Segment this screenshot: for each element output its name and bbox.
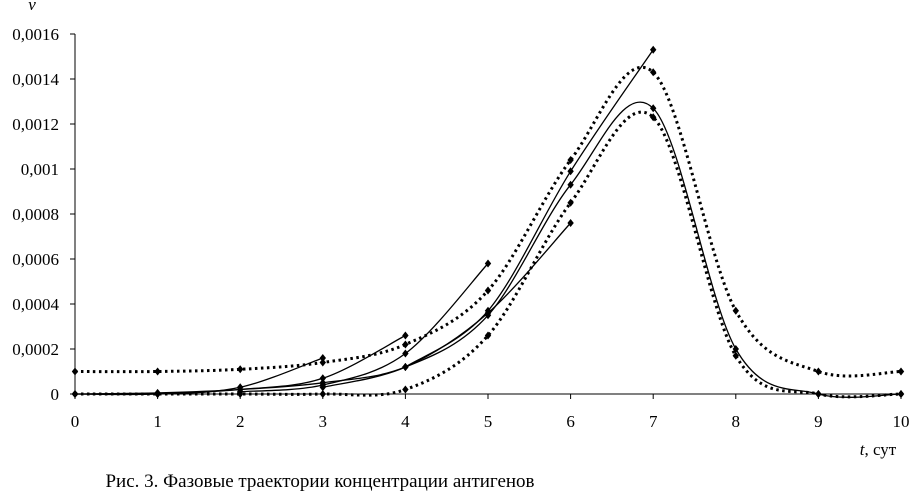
data-point-marker <box>732 351 739 360</box>
x-tick-label: 6 <box>566 412 575 431</box>
data-point-marker <box>897 367 905 376</box>
x-tick-label: 7 <box>649 412 658 431</box>
y-tick-label: 0,0014 <box>12 70 59 89</box>
x-tick-label: 4 <box>401 412 410 431</box>
x-tick-label: 5 <box>484 412 493 431</box>
x-axis-unit: , сут <box>864 440 896 459</box>
x-tick-label: 3 <box>319 412 328 431</box>
plot-area <box>71 45 905 399</box>
data-point-marker <box>154 390 161 398</box>
y-tick-label: 0,001 <box>21 160 59 179</box>
axes <box>70 33 902 399</box>
data-point-marker <box>567 219 574 227</box>
series-line <box>74 101 902 398</box>
data-point-marker <box>897 390 905 398</box>
series-6 <box>237 259 492 396</box>
x-tick-label: 1 <box>153 412 162 431</box>
y-tick-label: 0,0004 <box>12 295 59 314</box>
data-point-marker <box>484 331 492 340</box>
series-1 <box>71 65 905 378</box>
data-point-marker <box>567 156 574 164</box>
y-axis-label: v <box>28 0 36 14</box>
data-point-marker <box>71 390 79 398</box>
y-tick-label: 0,0008 <box>12 205 59 224</box>
data-point-marker <box>732 306 739 315</box>
series-2 <box>71 101 905 398</box>
data-point-marker <box>154 367 161 376</box>
series-line <box>405 49 654 368</box>
data-point-marker <box>71 367 79 376</box>
series-5 <box>154 331 409 398</box>
series-line <box>74 65 902 378</box>
x-tick-label: 10 <box>893 412 910 431</box>
data-point-marker <box>237 365 244 374</box>
x-tick-label: 0 <box>71 412 80 431</box>
y-tick-label: 0,0012 <box>12 115 59 134</box>
y-tick-label: 0,0002 <box>12 340 59 359</box>
series-line <box>240 263 489 393</box>
data-point-marker <box>650 68 657 77</box>
figure-caption: Рис. 3. Фазовые траектории концентрации … <box>105 471 535 492</box>
data-point-marker <box>319 383 326 392</box>
series-line <box>75 110 902 399</box>
data-point-marker <box>402 349 409 358</box>
series-line <box>157 334 406 395</box>
data-point-marker <box>319 374 326 383</box>
data-point-marker <box>484 259 492 268</box>
data-point-marker <box>567 180 574 189</box>
data-point-marker <box>815 367 822 376</box>
series-3 <box>71 110 905 399</box>
x-tick-label: 2 <box>236 412 245 431</box>
y-tick-label: 0,0006 <box>12 250 59 269</box>
x-axis-label: t, сут <box>860 440 897 459</box>
data-point-marker <box>650 113 657 122</box>
x-tick-label: 9 <box>814 412 823 431</box>
data-point-marker <box>402 385 409 394</box>
y-tick-label: 0 <box>51 385 60 404</box>
tick-labels: 0 0,0002 0,0004 0,0006 0,0008 0,001 0,0012 0,00… <box>12 25 909 431</box>
data-point-marker <box>484 286 492 295</box>
series-8 <box>402 45 657 371</box>
series-line <box>74 357 324 396</box>
data-point-marker <box>650 45 657 54</box>
data-point-marker <box>732 345 739 353</box>
data-point-marker <box>319 390 326 398</box>
y-tick-label: 0,0016 <box>12 25 59 44</box>
series-7 <box>319 219 574 392</box>
series-line <box>322 222 572 388</box>
data-point-marker <box>484 306 492 315</box>
x-tick-label: 8 <box>732 412 741 431</box>
data-point-marker <box>402 363 409 371</box>
data-point-marker <box>402 340 409 349</box>
data-point-marker <box>567 167 574 176</box>
data-point-marker <box>319 354 326 362</box>
data-point-marker <box>237 387 244 396</box>
data-point-marker <box>815 390 822 398</box>
x-axis-variable: t <box>860 440 866 459</box>
data-point-marker <box>650 104 657 113</box>
data-point-marker <box>319 358 326 367</box>
data-point-marker <box>567 198 574 207</box>
data-point-marker <box>402 331 409 340</box>
